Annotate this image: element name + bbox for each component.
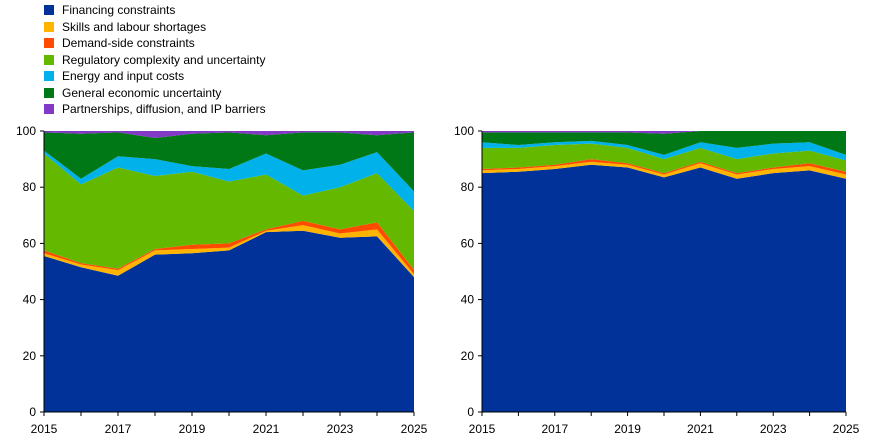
- legend-label: Energy and input costs: [62, 69, 185, 84]
- x-tick-label: 2019: [179, 422, 206, 436]
- y-tick-label: 100: [16, 124, 36, 138]
- area-series-skills-and-labour-shortages: [44, 225, 414, 278]
- legend-item-demand: Demand-side constraints: [44, 35, 266, 52]
- legend-item-energy: Energy and input costs: [44, 68, 266, 85]
- legend-label: Financing constraints: [62, 3, 176, 18]
- legend-swatch: [44, 21, 54, 32]
- area-series-energy-and-input-costs: [482, 140, 846, 161]
- legend-label: Skills and labour shortages: [62, 19, 207, 34]
- legend-label: Regulatory complexity and uncertainty: [62, 52, 266, 67]
- area-series-demand-side-constraints: [44, 220, 414, 275]
- x-tick-label: 2017: [105, 422, 132, 436]
- y-tick-label: 80: [461, 180, 475, 194]
- chart-panel-1: 0 20 40 60 80 100 2015 2017 2019 2021 2023 2025: [16, 124, 428, 436]
- y-tick-label: 100: [454, 124, 474, 138]
- x-tick-label: 2015: [31, 422, 58, 436]
- legend-item-regulatory: Regulatory complexity and uncertainty: [44, 52, 266, 69]
- y-tick-label: 40: [461, 293, 475, 307]
- x-tick-label: 2021: [253, 422, 280, 436]
- y-tick-label: 20: [461, 349, 475, 363]
- x-tick-label: 2017: [541, 422, 568, 436]
- y-tick-label: 60: [461, 236, 475, 250]
- area-series-energy-and-input-costs: [44, 150, 414, 212]
- area-series-financing-constraints: [44, 230, 414, 412]
- area-series-skills-and-labour-shortages: [482, 161, 846, 179]
- x-tick-label: 2023: [760, 422, 787, 436]
- area-series-partnerships-diffusion-and-ip-barriers: [482, 131, 846, 134]
- legend-swatch: [44, 71, 54, 82]
- area-series-financing-constraints: [482, 164, 846, 412]
- legend-label: Demand-side constraints: [62, 36, 195, 51]
- legend-swatch: [44, 104, 54, 115]
- x-tick-label: 2023: [327, 422, 354, 436]
- x-tick-label: 2025: [833, 422, 860, 436]
- legend-item-financing: Financing constraints: [44, 2, 266, 19]
- legend-item-partnerships: Partnerships, diffusion, and IP barriers: [44, 101, 266, 118]
- chart-legend: Financing constraints Skills and labour …: [44, 2, 266, 118]
- legend-label: Partnerships, diffusion, and IP barriers: [62, 102, 266, 117]
- y-tick-label: 40: [23, 293, 37, 307]
- x-tick-label: 2019: [614, 422, 641, 436]
- x-tick-label: 2021: [687, 422, 714, 436]
- area-series-general-economic-uncertainty: [482, 131, 846, 155]
- legend-swatch: [44, 5, 54, 16]
- area-series-regulatory-complexity-and-uncertainty: [482, 143, 846, 174]
- y-tick-label: 80: [23, 180, 37, 194]
- area-series-regulatory-complexity-and-uncertainty: [44, 153, 414, 271]
- area-series-demand-side-constraints: [482, 159, 846, 175]
- y-tick-label: 0: [29, 405, 36, 419]
- x-tick-label: 2015: [469, 422, 496, 436]
- area-series-partnerships-diffusion-and-ip-barriers: [44, 131, 414, 139]
- legend-item-skills: Skills and labour shortages: [44, 19, 266, 36]
- y-tick-label: 0: [467, 405, 474, 419]
- legend-item-uncertainty: General economic uncertainty: [44, 85, 266, 102]
- area-series-general-economic-uncertainty: [44, 132, 414, 192]
- y-tick-label: 20: [23, 349, 37, 363]
- legend-swatch: [44, 54, 54, 65]
- chart-panel-2: 0 20 40 60 80 100 2015 2017 2019 2021 2023 2025: [454, 124, 860, 436]
- legend-label: General economic uncertainty: [62, 85, 222, 100]
- legend-swatch: [44, 38, 54, 49]
- x-tick-label: 2025: [401, 422, 428, 436]
- legend-swatch: [44, 87, 54, 98]
- y-tick-label: 60: [23, 236, 37, 250]
